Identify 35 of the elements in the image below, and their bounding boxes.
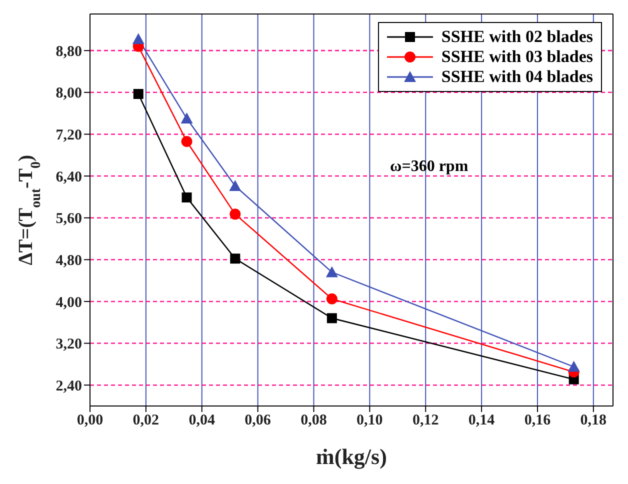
y-tick-label: 6,40 (56, 169, 82, 186)
y-tick-label: 4,00 (56, 294, 82, 311)
point (326, 293, 338, 304)
y-tick-label: 3,20 (56, 336, 82, 353)
point (181, 136, 192, 148)
x-tick-label: 0,18 (580, 412, 607, 429)
x-tick-label: 0,12 (412, 412, 439, 429)
y-tick-label: 2,40 (56, 378, 82, 394)
x-axis-title: ṁ(kg/s) (316, 444, 387, 469)
x-tick-label: 0,06 (244, 412, 272, 429)
point (230, 208, 241, 220)
x-tick-label: 0,08 (300, 412, 327, 429)
x-tick-label: 0,16 (524, 412, 552, 429)
legend-label: SSHE with 02 blades (441, 27, 593, 47)
point (229, 180, 242, 191)
x-tick-label: 0,04 (188, 412, 216, 429)
y-tick-label: 5,60 (56, 211, 82, 228)
x-tick-label: 0,10 (356, 412, 383, 429)
point (326, 266, 338, 278)
x-tick-label: 0,02 (132, 412, 160, 429)
y-tick-label: 4,80 (56, 252, 82, 269)
y-tick-label: 7,20 (56, 128, 82, 144)
point (182, 192, 192, 202)
point (132, 33, 144, 44)
point (180, 112, 193, 124)
y-tick-label: 8,00 (56, 86, 82, 102)
point (568, 360, 580, 372)
legend-label: SSHE with 03 blades (441, 47, 593, 67)
point (230, 254, 240, 264)
point (133, 88, 144, 99)
x-tick-label: 0,00 (76, 412, 104, 429)
point (326, 313, 337, 324)
legend-label: SSHE with 04 blades (441, 67, 593, 87)
x-tick-label: 0,14 (468, 412, 496, 429)
y-tick-label: 8,80 (56, 44, 82, 60)
